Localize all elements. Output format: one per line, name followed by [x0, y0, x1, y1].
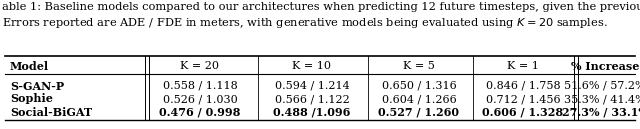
Text: 0.526 / 1.030: 0.526 / 1.030 — [163, 94, 237, 104]
Text: % Increase: % Increase — [571, 61, 639, 71]
Text: Errors reported are ADE / FDE in meters, with generative models being evaluated : Errors reported are ADE / FDE in meters,… — [2, 16, 607, 30]
Text: 0.488 /1.096: 0.488 /1.096 — [273, 107, 351, 118]
Text: 51.6% / 57.2%: 51.6% / 57.2% — [564, 81, 640, 91]
Text: 0.606 / 1.328: 0.606 / 1.328 — [483, 107, 564, 118]
Text: K = 1: K = 1 — [507, 61, 539, 71]
Text: Model: Model — [10, 61, 49, 71]
Text: 0.476 / 0.998: 0.476 / 0.998 — [159, 107, 241, 118]
Text: K = 5: K = 5 — [403, 61, 435, 71]
Text: Sophie: Sophie — [10, 94, 53, 104]
Text: K = 20: K = 20 — [180, 61, 220, 71]
Text: able 1: Baseline models compared to our architectures when predicting 12 future : able 1: Baseline models compared to our … — [2, 2, 640, 12]
Text: 0.566 / 1.122: 0.566 / 1.122 — [275, 94, 349, 104]
Text: 0.712 / 1.456: 0.712 / 1.456 — [486, 94, 560, 104]
Text: Social-BiGAT: Social-BiGAT — [10, 107, 92, 118]
Text: 0.594 / 1.214: 0.594 / 1.214 — [275, 81, 349, 91]
Text: S-GAN-P: S-GAN-P — [10, 80, 64, 91]
Text: 0.650 / 1.316: 0.650 / 1.316 — [381, 81, 456, 91]
Text: 0.558 / 1.118: 0.558 / 1.118 — [163, 81, 237, 91]
Text: 0.846 / 1.758: 0.846 / 1.758 — [486, 81, 560, 91]
Text: 35.3% / 41.4%: 35.3% / 41.4% — [564, 94, 640, 104]
Text: 0.527 / 1.260: 0.527 / 1.260 — [378, 107, 460, 118]
Text: K = 10: K = 10 — [292, 61, 332, 71]
Text: 27.3% / 33.1%: 27.3% / 33.1% — [561, 107, 640, 118]
Text: 0.604 / 1.266: 0.604 / 1.266 — [381, 94, 456, 104]
